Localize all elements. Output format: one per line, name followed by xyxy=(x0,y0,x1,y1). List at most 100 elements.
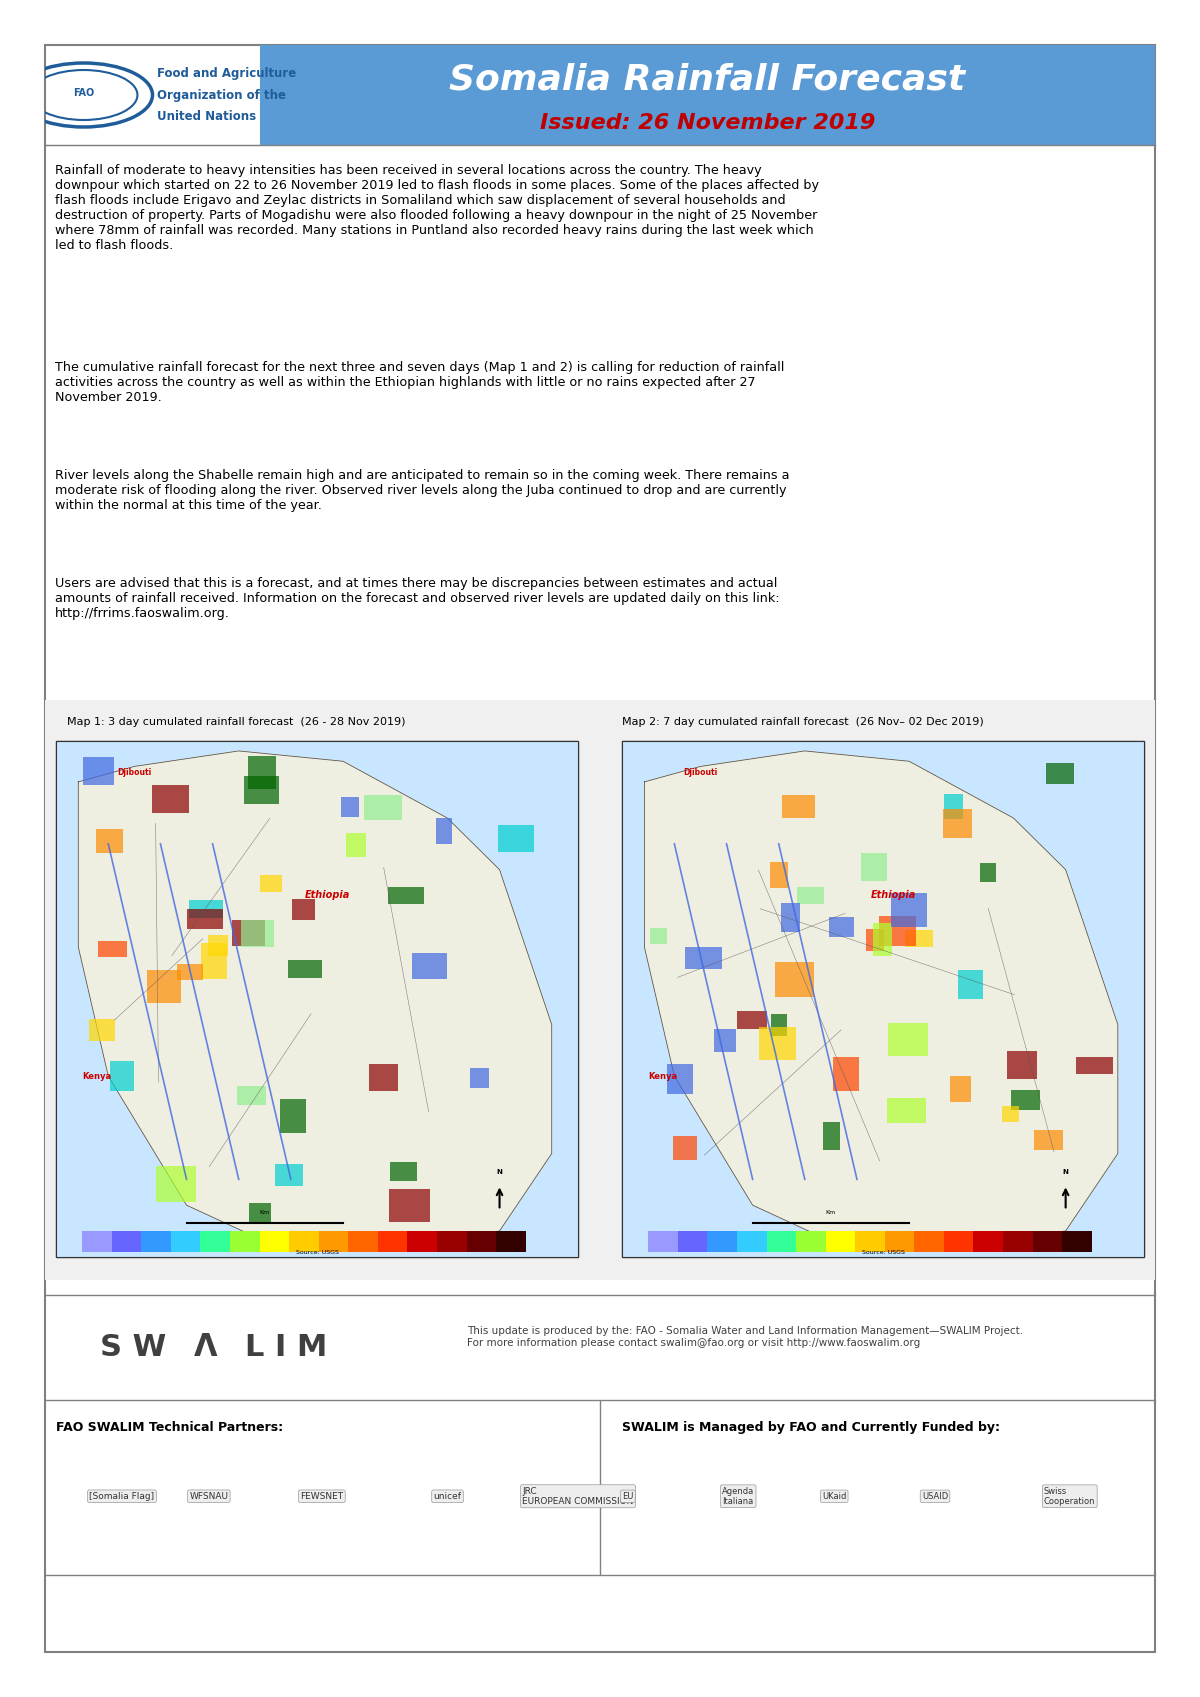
Bar xyxy=(230,1230,259,1252)
Bar xyxy=(56,740,578,1257)
Text: Djibouti: Djibouti xyxy=(683,767,718,777)
Bar xyxy=(884,1230,914,1252)
Text: L I M: L I M xyxy=(245,1334,328,1363)
Text: Issued: 26 November 2019: Issued: 26 November 2019 xyxy=(540,114,875,132)
Bar xyxy=(944,794,962,820)
Text: N: N xyxy=(1063,1169,1068,1176)
Bar xyxy=(364,796,402,820)
Bar xyxy=(112,1230,142,1252)
Bar xyxy=(56,740,578,1257)
Text: The cumulative rainfall forecast for the next three and seven days (Map 1 and 2): The cumulative rainfall forecast for the… xyxy=(55,361,785,404)
Bar xyxy=(236,1086,266,1105)
Bar xyxy=(89,1020,115,1040)
Bar xyxy=(685,947,722,969)
Bar xyxy=(142,1230,170,1252)
Bar xyxy=(860,854,887,881)
Bar xyxy=(389,886,424,903)
Bar xyxy=(200,1230,230,1252)
Text: Km: Km xyxy=(259,1210,270,1215)
Text: N: N xyxy=(497,1169,503,1176)
Text: United Nations: United Nations xyxy=(157,110,256,124)
Bar xyxy=(1007,1052,1037,1079)
Bar xyxy=(878,916,917,947)
Text: USAID: USAID xyxy=(922,1492,948,1500)
Text: Map 1: 3 day cumulated rainfall forecast  (26 - 28 Nov 2019): Map 1: 3 day cumulated rainfall forecast… xyxy=(67,718,406,728)
Bar xyxy=(370,1064,398,1091)
Bar xyxy=(1034,1130,1063,1151)
Text: Λ: Λ xyxy=(194,1334,217,1363)
Bar xyxy=(944,1230,973,1252)
Text: Map 2: 7 day cumulated rainfall forecast  (26 Nov– 02 Dec 2019): Map 2: 7 day cumulated rainfall forecast… xyxy=(623,718,984,728)
Bar xyxy=(260,874,282,891)
Text: Users are advised that this is a forecast, and at times there may be discrepanci: Users are advised that this is a forecas… xyxy=(55,577,780,621)
Text: Somalia Rainfall Forecast: Somalia Rainfall Forecast xyxy=(450,63,966,97)
Bar xyxy=(874,923,892,955)
Bar xyxy=(980,864,996,882)
Bar xyxy=(770,862,788,888)
Bar xyxy=(737,1011,767,1028)
Bar xyxy=(148,969,181,1003)
Text: Source: USGS: Source: USGS xyxy=(295,1251,338,1256)
Text: This update is produced by the: FAO - Somalia Water and Land Information Managem: This update is produced by the: FAO - So… xyxy=(467,1325,1022,1347)
Bar xyxy=(1002,1105,1019,1122)
Bar xyxy=(958,971,983,998)
Bar xyxy=(888,1023,928,1056)
Text: FEWSNET: FEWSNET xyxy=(300,1492,343,1500)
Bar xyxy=(170,1230,200,1252)
Text: Km: Km xyxy=(826,1210,836,1215)
Bar xyxy=(890,893,928,927)
Bar xyxy=(833,1057,859,1091)
Bar xyxy=(390,1161,418,1181)
Bar xyxy=(796,1230,826,1252)
Bar xyxy=(437,818,452,845)
Text: WFSNAU: WFSNAU xyxy=(190,1492,228,1500)
Text: [Somalia Flag]: [Somalia Flag] xyxy=(90,1492,155,1500)
Bar xyxy=(250,1203,271,1224)
Text: Organization of the: Organization of the xyxy=(157,88,286,102)
Bar xyxy=(782,796,815,818)
Bar xyxy=(83,757,114,786)
Bar xyxy=(98,940,127,957)
Bar xyxy=(292,899,314,920)
Bar xyxy=(46,46,260,144)
Bar xyxy=(289,1230,319,1252)
Bar xyxy=(737,1230,767,1252)
Bar xyxy=(412,954,448,979)
Bar xyxy=(797,888,824,903)
Text: Djibouti: Djibouti xyxy=(118,767,151,777)
Bar xyxy=(770,1013,787,1037)
Bar xyxy=(259,1230,289,1252)
Bar xyxy=(865,928,884,950)
Text: Swiss
Cooperation: Swiss Cooperation xyxy=(1044,1487,1096,1505)
Bar xyxy=(1046,762,1074,784)
Bar xyxy=(678,1230,708,1252)
Text: River levels along the Shabelle remain high and are anticipated to remain so in : River levels along the Shabelle remain h… xyxy=(55,470,790,512)
Bar xyxy=(187,910,222,930)
Bar xyxy=(496,1230,526,1252)
Bar xyxy=(623,740,1144,1257)
Bar xyxy=(437,1230,467,1252)
Bar xyxy=(260,46,1154,144)
Text: Kenya: Kenya xyxy=(648,1071,678,1081)
Bar xyxy=(470,1067,488,1088)
Bar xyxy=(288,961,322,977)
Text: Kenya: Kenya xyxy=(82,1071,112,1081)
Bar xyxy=(829,916,854,937)
Text: FAO: FAO xyxy=(73,88,95,98)
Bar xyxy=(1010,1091,1040,1110)
Bar xyxy=(467,1230,496,1252)
Bar xyxy=(650,928,667,945)
Bar xyxy=(389,1190,430,1222)
Bar xyxy=(407,1230,437,1252)
Bar xyxy=(341,798,359,816)
Bar xyxy=(498,825,534,852)
Polygon shape xyxy=(644,752,1118,1247)
Text: Source: USGS: Source: USGS xyxy=(862,1251,905,1256)
Bar xyxy=(887,1098,926,1123)
Bar xyxy=(241,920,274,947)
Bar xyxy=(378,1230,407,1252)
Bar xyxy=(176,964,203,981)
Bar xyxy=(943,808,972,838)
Text: SWALIM is Managed by FAO and Currently Funded by:: SWALIM is Managed by FAO and Currently F… xyxy=(623,1420,1001,1434)
Text: Food and Agriculture: Food and Agriculture xyxy=(157,66,296,80)
